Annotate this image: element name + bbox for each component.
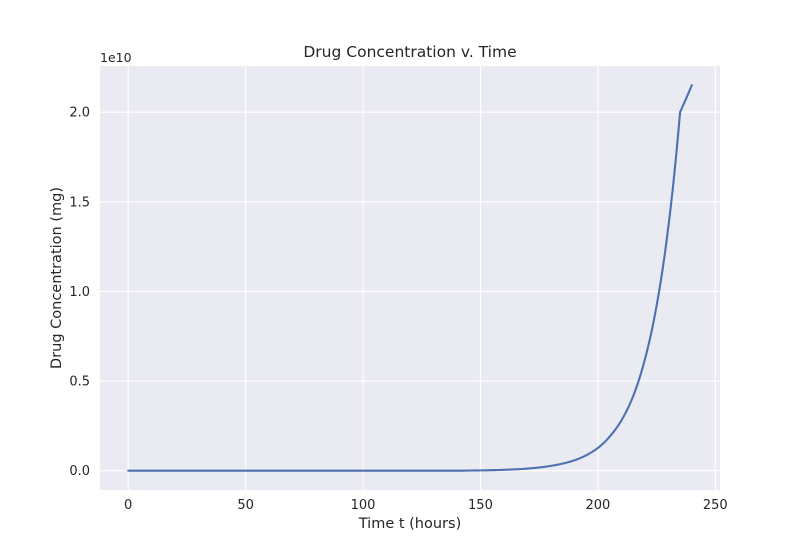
y-axis-label: Drug Concentration (mg) — [49, 187, 65, 369]
tick-labels: 0 50 100 150 200 250 0.0 0.5 1.0 1.5 2.0 — [69, 106, 727, 513]
x-axis-label: Time t (hours) — [358, 516, 461, 532]
plot-area — [100, 66, 720, 490]
y-axis-offset-label: 1e10 — [100, 50, 132, 65]
y-tick-label: 0.0 — [69, 464, 90, 479]
y-tick-label: 0.5 — [69, 375, 90, 390]
x-tick-label: 50 — [237, 498, 254, 513]
series-line — [127, 84, 693, 472]
x-tick-label: 0 — [124, 498, 132, 513]
chart-title: Drug Concentration v. Time — [303, 43, 516, 61]
x-tick-label: 250 — [703, 498, 728, 513]
x-tick-label: 100 — [351, 498, 376, 513]
y-tick-label: 1.0 — [69, 285, 90, 300]
y-tick-label: 1.5 — [69, 195, 90, 210]
y-tick-label: 2.0 — [69, 106, 90, 121]
x-tick-label: 150 — [468, 498, 493, 513]
x-tick-label: 200 — [585, 498, 610, 513]
data-series — [127, 84, 693, 472]
